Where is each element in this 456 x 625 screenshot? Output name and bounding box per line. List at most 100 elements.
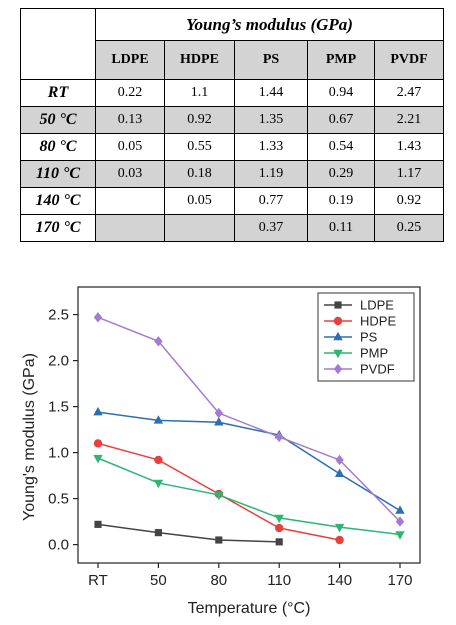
table-cell: 0.05 — [95, 133, 165, 161]
table-cell: 0.92 — [164, 106, 235, 134]
x-tick-label: 80 — [210, 572, 227, 589]
x-tick-label: 170 — [387, 572, 412, 589]
table-cell: 0.19 — [307, 187, 375, 215]
table-cell: 1.43 — [374, 133, 444, 161]
table-row: RT 0.22 1.1 1.44 0.94 2.47 — [20, 79, 444, 107]
data-point — [93, 406, 103, 416]
row-header: 50 °C — [20, 106, 96, 134]
series-line — [97, 316, 401, 523]
table-cell: 0.03 — [95, 160, 165, 188]
table-cell: 1.17 — [374, 160, 444, 188]
table-cell: 0.55 — [164, 133, 235, 161]
data-point — [275, 523, 284, 533]
table-cell: 0.22 — [95, 79, 165, 107]
youngs-modulus-line-chart: 0.0 0.5 1.0 1.5 2.0 2.5 RT 50 80 110 140 170 LDPEH… — [21, 286, 421, 617]
y-axis: 0.0 0.5 1.0 1.5 2.0 2.5 — [48, 307, 78, 554]
data-point — [154, 455, 163, 465]
y-tick-label: 0.0 — [48, 537, 69, 554]
table-cell: 0.25 — [374, 214, 444, 242]
table-cell: 0.92 — [374, 187, 444, 215]
legend-label: LDPE — [360, 298, 394, 313]
data-point — [153, 415, 164, 424]
legend-marker — [334, 301, 342, 309]
data-point — [154, 529, 162, 537]
table-row: 50 °C 0.13 0.92 1.35 0.67 2.21 — [20, 106, 444, 134]
table-cell: 2.47 — [374, 79, 444, 107]
table-cell: 1.19 — [234, 160, 308, 188]
legend-marker — [333, 316, 343, 326]
y-tick-label: 2.0 — [48, 353, 69, 370]
data-point — [335, 454, 344, 466]
data-point — [215, 536, 223, 544]
y-tick-label: 0.5 — [48, 491, 69, 508]
data-point — [93, 454, 103, 464]
x-tick-label: 140 — [327, 572, 352, 589]
table-cell: 0.05 — [164, 187, 235, 215]
table-cell — [95, 214, 165, 242]
table-row: 110 °C 0.03 0.18 1.19 0.29 1.17 — [20, 160, 444, 188]
series-line — [97, 411, 401, 512]
series-line — [97, 523, 280, 543]
column-header: PVDF — [374, 40, 444, 80]
table-cell: 1.33 — [234, 133, 308, 161]
row-header: 140 °C — [20, 187, 96, 215]
data-point — [214, 417, 224, 426]
data-point — [93, 312, 103, 323]
data-point — [334, 468, 345, 477]
series-layer — [93, 312, 405, 546]
legend-label: PVDF — [360, 362, 395, 377]
legend-label: PMP — [360, 346, 388, 361]
data-point — [94, 520, 102, 528]
table-cell: 0.29 — [307, 160, 375, 188]
table-row: 140 °C 0.05 0.77 0.19 0.92 — [20, 187, 444, 215]
y-tick-label: 1.5 — [48, 399, 69, 416]
data-point — [395, 531, 405, 540]
column-header: PS — [234, 40, 308, 80]
x-axis-title: Temperature (°C) — [188, 600, 311, 617]
x-tick-label: 50 — [150, 572, 167, 589]
plot-frame — [77, 286, 421, 564]
series-pvdf — [93, 312, 405, 527]
y-tick-label: 1.0 — [48, 445, 69, 462]
table-cell: 1.1 — [164, 79, 235, 107]
column-header: HDPE — [164, 40, 235, 80]
data-point — [395, 505, 405, 514]
column-header: PMP — [307, 40, 375, 80]
legend-marker — [333, 331, 343, 341]
data-point — [214, 491, 224, 501]
table-cell: 0.37 — [234, 214, 308, 242]
series-line — [97, 457, 401, 536]
legend-label: HDPE — [360, 314, 396, 329]
table-row: 170 °C 0.37 0.11 0.25 — [20, 214, 444, 242]
table-cell: 0.94 — [307, 79, 375, 107]
table-cell — [164, 214, 235, 242]
data-point — [334, 523, 345, 533]
data-point — [214, 407, 223, 419]
row-header: 110 °C — [20, 160, 96, 188]
data-point — [153, 479, 164, 489]
row-header: RT — [20, 79, 96, 107]
table-cell: 0.13 — [95, 106, 165, 134]
table-cell: 1.35 — [234, 106, 308, 134]
row-header: 80 °C — [20, 133, 96, 161]
data-point — [335, 535, 344, 545]
table-cell: 0.67 — [307, 106, 375, 134]
table-cell — [95, 187, 165, 215]
column-header: LDPE — [95, 40, 165, 80]
table-cell: 0.18 — [164, 160, 235, 188]
table-cell: 0.54 — [307, 133, 375, 161]
table-title: Young’s modulus (GPa) — [95, 8, 444, 41]
series-ps — [93, 406, 405, 514]
table-cell: 0.11 — [307, 214, 375, 242]
data-point — [275, 538, 283, 546]
data-point — [93, 439, 103, 448]
table-cell: 1.44 — [234, 79, 308, 107]
legend-marker — [333, 363, 343, 375]
x-tick-label: 110 — [267, 572, 291, 589]
data-point — [154, 336, 163, 347]
legend-label: PS — [360, 330, 378, 345]
y-tick-label: 2.5 — [48, 307, 69, 324]
x-tick-label: RT — [88, 572, 108, 589]
series-pmp — [93, 454, 405, 540]
